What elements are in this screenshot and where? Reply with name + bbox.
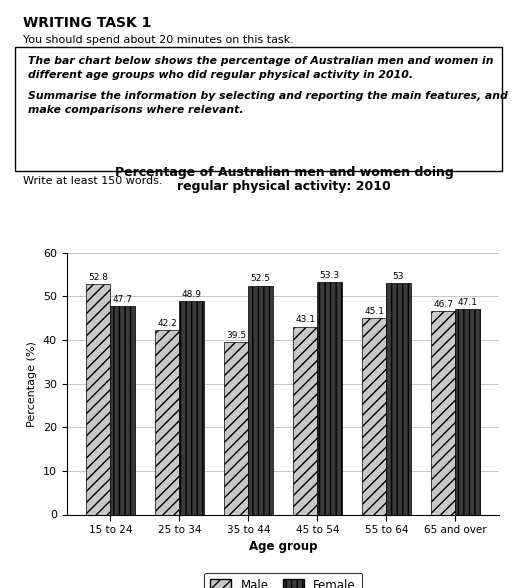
- Text: 39.5: 39.5: [226, 331, 246, 340]
- Text: 42.2: 42.2: [157, 319, 177, 328]
- Text: regular physical activity: 2010: regular physical activity: 2010: [177, 180, 391, 193]
- Bar: [455, 309, 480, 514]
- Bar: [248, 286, 272, 514]
- Text: 52.8: 52.8: [88, 273, 109, 282]
- Text: 52.5: 52.5: [250, 275, 270, 283]
- Bar: [387, 283, 411, 514]
- Bar: [179, 301, 204, 514]
- Bar: [224, 342, 248, 514]
- Bar: [293, 326, 317, 514]
- Text: 48.9: 48.9: [181, 290, 201, 299]
- Text: WRITING TASK 1: WRITING TASK 1: [23, 16, 152, 31]
- Text: 53.3: 53.3: [319, 271, 339, 280]
- X-axis label: Age group: Age group: [249, 540, 317, 553]
- Y-axis label: Percentage (%): Percentage (%): [27, 340, 37, 427]
- Text: 53: 53: [393, 272, 404, 281]
- Text: You should spend about 20 minutes on this task.: You should spend about 20 minutes on thi…: [23, 35, 294, 45]
- Text: Summarise the information by selecting and reporting the main features, and
make: Summarise the information by selecting a…: [28, 91, 508, 115]
- Text: 47.1: 47.1: [457, 298, 478, 307]
- Text: 45.1: 45.1: [365, 306, 385, 316]
- Text: 43.1: 43.1: [295, 315, 315, 325]
- Text: Write at least 150 words.: Write at least 150 words.: [23, 176, 162, 186]
- Bar: [431, 311, 455, 514]
- Legend: Male, Female: Male, Female: [204, 573, 362, 588]
- Text: 47.7: 47.7: [113, 295, 133, 305]
- Text: Percentage of Australian men and women doing: Percentage of Australian men and women d…: [115, 166, 454, 179]
- Bar: [111, 306, 135, 514]
- Text: The bar chart below shows the percentage of Australian men and women in
differen: The bar chart below shows the percentage…: [28, 56, 494, 80]
- Bar: [317, 282, 342, 514]
- Bar: [155, 330, 179, 514]
- Bar: [362, 318, 387, 514]
- Bar: [86, 284, 111, 514]
- Text: 46.7: 46.7: [433, 300, 453, 309]
